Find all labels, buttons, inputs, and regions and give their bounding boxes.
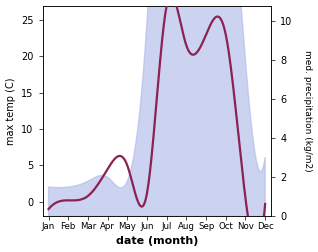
X-axis label: date (month): date (month) — [116, 236, 198, 246]
Y-axis label: med. precipitation (kg/m2): med. precipitation (kg/m2) — [303, 50, 313, 172]
Y-axis label: max temp (C): max temp (C) — [5, 77, 16, 145]
